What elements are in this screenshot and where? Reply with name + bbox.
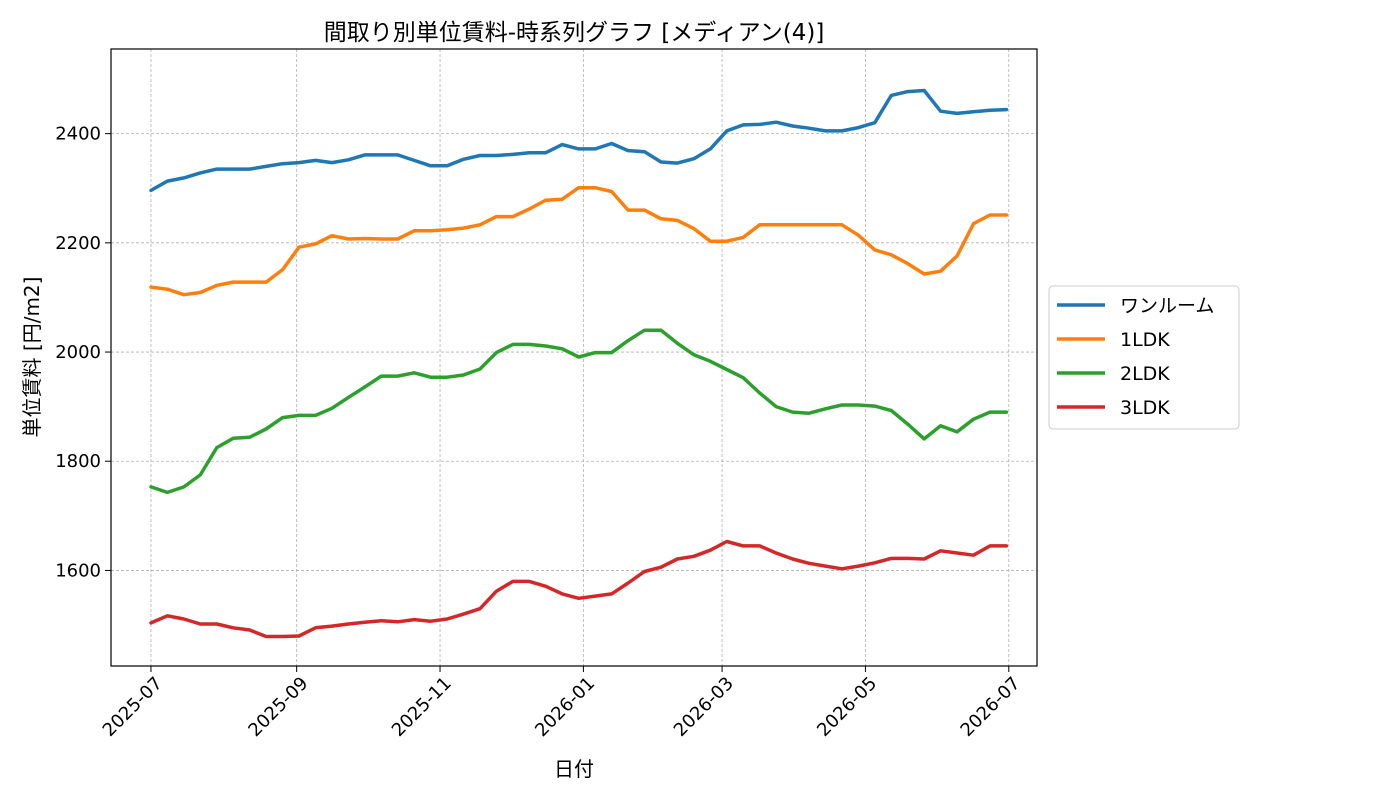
series-line-0 [149,88,1009,193]
y-axis-label: 単位賃料 [円/m2] [20,277,44,438]
legend-label-0: ワンルーム [1120,295,1214,317]
y-tick-label: 1600 [55,560,101,581]
legend-label-3: 3LDK [1120,397,1170,419]
y-tick-label: 2200 [55,233,101,254]
series-line-2 [149,328,1009,495]
legend-label-1: 1LDK [1120,329,1170,351]
legend-label-2: 2LDK [1120,363,1170,385]
series-line-3 [149,539,1009,639]
plot-frame [110,48,1038,667]
legend-frame [1048,285,1240,430]
y-axis: 1600 1800 2000 2200 2400 [55,124,111,581]
grid [111,49,1037,666]
y-tick-label: 1800 [55,451,101,472]
series-lines [149,88,1009,639]
x-axis-label: 日付 [554,757,594,781]
y-tick-label: 2000 [55,342,101,363]
legend: ワンルーム 1LDK 2LDK 3LDK [1048,285,1240,430]
chart-title: 間取り別単位賃料-時系列グラフ [メディアン(4)] [324,20,825,46]
series-line-1 [149,185,1009,297]
y-tick-label: 2400 [55,124,101,145]
